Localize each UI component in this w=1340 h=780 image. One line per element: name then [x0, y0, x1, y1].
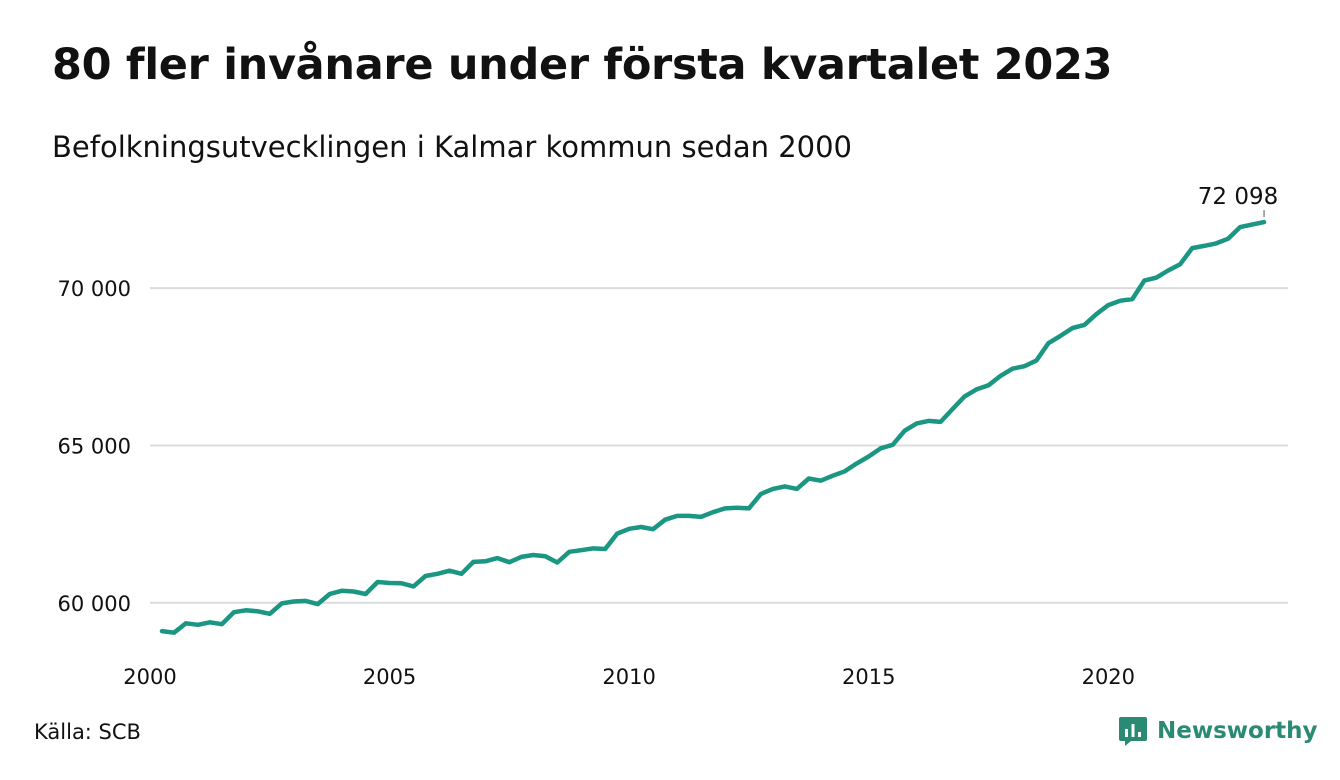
x-tick-label: 2005	[363, 665, 416, 689]
page-title: 80 fler invånare under första kvartalet …	[52, 40, 1113, 90]
x-tick-label: 2020	[1082, 665, 1135, 689]
x-tick-label: 2010	[602, 665, 655, 689]
y-tick-label: 70 000	[58, 277, 131, 301]
page-subtitle: Befolkningsutvecklingen i Kalmar kommun …	[52, 130, 852, 164]
y-tick-label: 60 000	[58, 592, 131, 616]
end-value-label: 72 098	[1198, 184, 1278, 210]
y-tick-label: 65 000	[58, 434, 131, 458]
newsworthy-logo-icon	[1119, 717, 1147, 746]
brand-name: Newsworthy	[1157, 718, 1318, 744]
series-line	[159, 219, 1267, 635]
source-note: Källa: SCB	[34, 720, 141, 744]
x-tick-label: 2015	[842, 665, 895, 689]
line-chart: 60 000 65 000 70 000 2000 2005 2010 2015 2020 72…	[58, 184, 1288, 689]
brand-logo[interactable]: Newsworthy	[1118, 713, 1318, 749]
x-tick-label: 2000	[123, 665, 176, 689]
